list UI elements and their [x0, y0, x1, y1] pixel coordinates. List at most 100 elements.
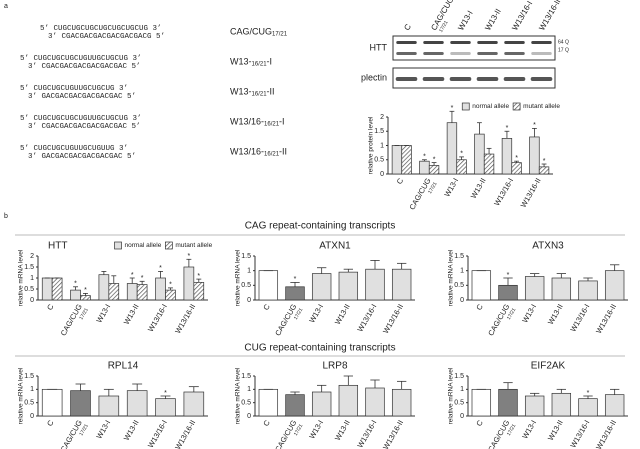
x-tick-label: W13-I: [520, 418, 538, 440]
sequence-top: 5’ CUGCUGCUGUUGCUGCUG 3’: [20, 85, 128, 93]
y-tick-label: 2: [380, 114, 384, 121]
y-tick-label: 1: [460, 268, 464, 275]
x-tick-label: C: [261, 302, 272, 312]
x-tick-label-sub: 17/21: [506, 307, 518, 321]
sequence-label-sub: 16/21: [264, 152, 280, 158]
bar: [98, 395, 120, 417]
band: [422, 77, 445, 81]
y-tick-label: 0: [30, 413, 34, 420]
x-tick-label: W13-I: [94, 418, 112, 440]
legend-label: mutant allele: [523, 103, 560, 110]
band: [477, 52, 498, 55]
significance-marker: *: [141, 275, 144, 282]
panel-label: b: [4, 213, 8, 220]
bar: [41, 277, 53, 301]
bar: [258, 270, 279, 301]
bar: [604, 270, 625, 301]
x-tick-label-sub: 17/21: [78, 423, 90, 437]
legend-label: mutant allele: [175, 242, 212, 249]
significance-marker: *: [533, 122, 536, 129]
bar: [183, 266, 195, 301]
bar: [126, 390, 148, 417]
x-tick-label: W13-I: [442, 176, 460, 198]
x-tick-label: W13/16-I: [146, 302, 169, 333]
significance-marker: *: [423, 154, 426, 161]
bar: [165, 289, 176, 301]
bar: [51, 277, 63, 301]
band: [449, 77, 472, 81]
x-tick-label: W13/16-II: [381, 302, 405, 335]
sequence-bottom: 3’ CGACGACGACGACGACGAC 5’: [28, 63, 141, 71]
significance-marker: *: [294, 276, 297, 283]
bar: [474, 133, 485, 175]
y-tick-label: 1: [30, 275, 34, 282]
x-tick-label: W13-II: [333, 418, 352, 442]
bar: [446, 122, 458, 175]
x-tick-label: C: [45, 418, 56, 428]
significance-marker: *: [131, 272, 134, 279]
bar: [126, 283, 138, 301]
chart-title: ATXN3: [532, 241, 564, 252]
band: [450, 41, 471, 44]
sequence-bottom: 3’ GACGACGACGACGACGAC 5’: [28, 153, 136, 161]
legend-label: normal allele: [472, 103, 509, 110]
bar: [338, 271, 359, 301]
y-axis-label: relative mRNA level: [18, 249, 25, 306]
x-tick-label: W13-I: [307, 418, 325, 440]
section-title: CUG repeat-containing transcripts: [244, 343, 395, 354]
bar: [285, 394, 305, 417]
blot-frame: [392, 35, 556, 61]
blot-row-label: plectin: [361, 72, 387, 82]
legend-label: normal allele: [125, 242, 162, 249]
chart-title: LRP8: [322, 361, 347, 372]
x-tick-label-sub: 17/21: [293, 307, 305, 321]
x-tick-label: W13/16-II: [594, 302, 618, 335]
x-tick-label: W13-I: [307, 302, 325, 324]
sequence-top: 5’ CUGCUGCUGCUGUUGCUGCUG 3’: [20, 115, 142, 123]
x-tick-label: W13-I: [94, 302, 112, 324]
band: [450, 52, 471, 55]
bar: [80, 295, 91, 301]
blot-frame: [392, 67, 556, 89]
bar: [524, 276, 545, 301]
x-tick-label: C: [261, 418, 272, 428]
bar: [155, 277, 166, 301]
x-tick-label: C: [395, 176, 406, 186]
band: [395, 77, 418, 81]
y-tick-label: 0: [380, 171, 384, 178]
x-tick-label: W13-II: [122, 418, 141, 442]
significance-marker: *: [74, 281, 77, 288]
x-tick-label: W13/16-I: [492, 176, 515, 207]
bar: [70, 390, 91, 417]
x-tick-label: W13/16-II: [173, 302, 197, 335]
bar: [511, 162, 522, 175]
sequence-label-end: -I: [279, 116, 285, 126]
x-tick-label: W13/16-II: [173, 418, 197, 449]
x-tick-label: W13/16-I: [568, 302, 591, 333]
bar: [108, 283, 120, 301]
bar: [391, 268, 412, 301]
significance-marker: *: [188, 253, 191, 260]
bar: [551, 277, 572, 301]
sequence-top: 5’ CUGCUGCUGCUGCUGCUGCUG 3’: [40, 25, 162, 33]
lane-label: W13-II: [483, 7, 503, 32]
y-tick-label: 1: [30, 386, 34, 393]
sequence-label-end: -II: [267, 86, 275, 96]
band: [531, 41, 552, 44]
y-tick-label: 1.5: [241, 253, 251, 260]
band: [423, 41, 444, 44]
lane-label: W13/16-II: [537, 0, 562, 32]
bar: [401, 145, 412, 175]
bar: [471, 270, 492, 301]
bar: [311, 391, 332, 417]
y-tick-label: 0.5: [241, 282, 251, 289]
y-tick-label: 0: [247, 413, 251, 420]
bar: [391, 145, 403, 175]
sequence-bottom: 3’ CGACGACGACGACGACGACG 5’: [48, 33, 165, 41]
sequence-label-sub: 16/21: [252, 62, 268, 68]
bar: [136, 284, 148, 301]
bar: [483, 153, 495, 175]
size-label: 17 Q: [558, 47, 569, 53]
y-tick-label: 0.5: [241, 400, 251, 407]
